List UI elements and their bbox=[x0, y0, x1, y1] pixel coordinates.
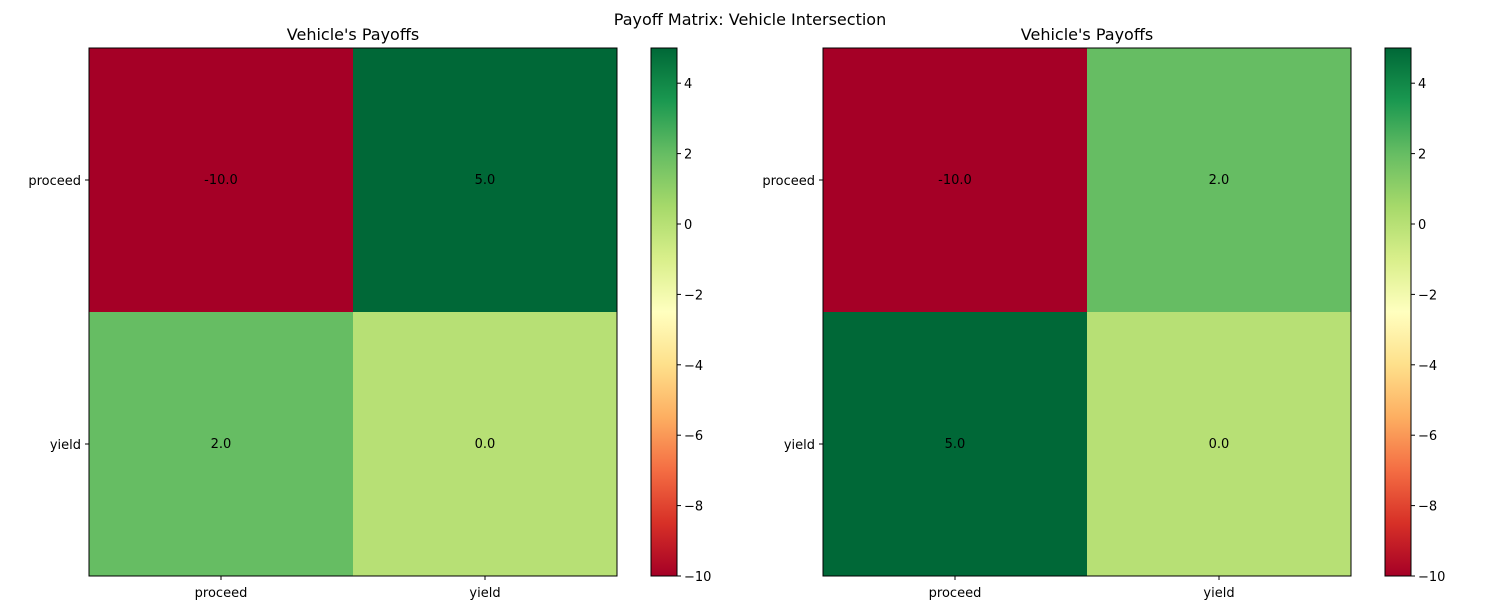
heatmap-panel-2: Vehicle's Payoffs -10.0 2.0 5.0 0.0 proceed yi… bbox=[762, 25, 1445, 600]
colorbar-tick-label: −8 bbox=[684, 500, 703, 515]
heatmap-cell bbox=[823, 48, 1087, 312]
colorbar-tick-label: −10 bbox=[1418, 570, 1445, 585]
cell-value-label: -10.0 bbox=[204, 173, 238, 188]
y-tick-label: proceed bbox=[762, 174, 815, 189]
colorbar bbox=[650, 47, 678, 577]
colorbar-tick-label: −4 bbox=[1418, 359, 1437, 374]
heatmap-cell bbox=[353, 312, 617, 576]
cell-value-label: -10.0 bbox=[938, 173, 972, 188]
cell-value-label: 0.0 bbox=[475, 437, 496, 452]
colorbar-tick-label: 4 bbox=[684, 77, 692, 92]
colorbar bbox=[1384, 47, 1412, 577]
heatmap-cell bbox=[89, 312, 353, 576]
colorbar-tick-label: −2 bbox=[684, 288, 703, 303]
y-tick-label: yield bbox=[50, 438, 81, 453]
cell-value-label: 5.0 bbox=[945, 437, 966, 452]
y-tick-label: yield bbox=[784, 438, 815, 453]
heatmap-cell bbox=[1087, 48, 1351, 312]
x-tick-label: proceed bbox=[195, 586, 248, 600]
cell-value-label: 2.0 bbox=[1209, 173, 1230, 188]
x-tick-label: yield bbox=[469, 586, 500, 600]
figure-suptitle: Payoff Matrix: Vehicle Intersection bbox=[614, 10, 886, 29]
heatmap-cell bbox=[353, 48, 617, 312]
axes-frame bbox=[822, 47, 1352, 577]
heatmap-cell bbox=[1087, 312, 1351, 576]
x-tick-label: yield bbox=[1203, 586, 1234, 600]
heatmap-cell bbox=[89, 48, 353, 312]
colorbar-tick-label: −2 bbox=[1418, 288, 1437, 303]
x-tick-label: proceed bbox=[929, 586, 982, 600]
colorbar-tick-label: −8 bbox=[1418, 500, 1437, 515]
colorbar-tick-label: 0 bbox=[684, 218, 692, 233]
colorbar-tick-label: 2 bbox=[1418, 148, 1426, 163]
colorbar-tick-label: 4 bbox=[1418, 77, 1426, 92]
y-tick-label: proceed bbox=[28, 174, 81, 189]
cell-value-label: 5.0 bbox=[475, 173, 496, 188]
colorbar-tick-label: −4 bbox=[684, 359, 703, 374]
colorbar-tick-label: −10 bbox=[684, 570, 711, 585]
colorbar-tick-label: 0 bbox=[1418, 218, 1426, 233]
colorbar-tick-label: −6 bbox=[684, 429, 703, 444]
heatmap-cell bbox=[823, 312, 1087, 576]
axes-frame bbox=[88, 47, 618, 577]
panel-title: Vehicle's Payoffs bbox=[1021, 25, 1153, 44]
cell-value-label: 0.0 bbox=[1209, 437, 1230, 452]
colorbar-tick-label: −6 bbox=[1418, 429, 1437, 444]
cell-value-label: 2.0 bbox=[211, 437, 232, 452]
panel-title: Vehicle's Payoffs bbox=[287, 25, 419, 44]
colorbar-tick-label: 2 bbox=[684, 148, 692, 163]
heatmap-panel-1: Vehicle's Payoffs -10.0 5.0 2.0 0.0 proceed yi… bbox=[28, 25, 711, 600]
